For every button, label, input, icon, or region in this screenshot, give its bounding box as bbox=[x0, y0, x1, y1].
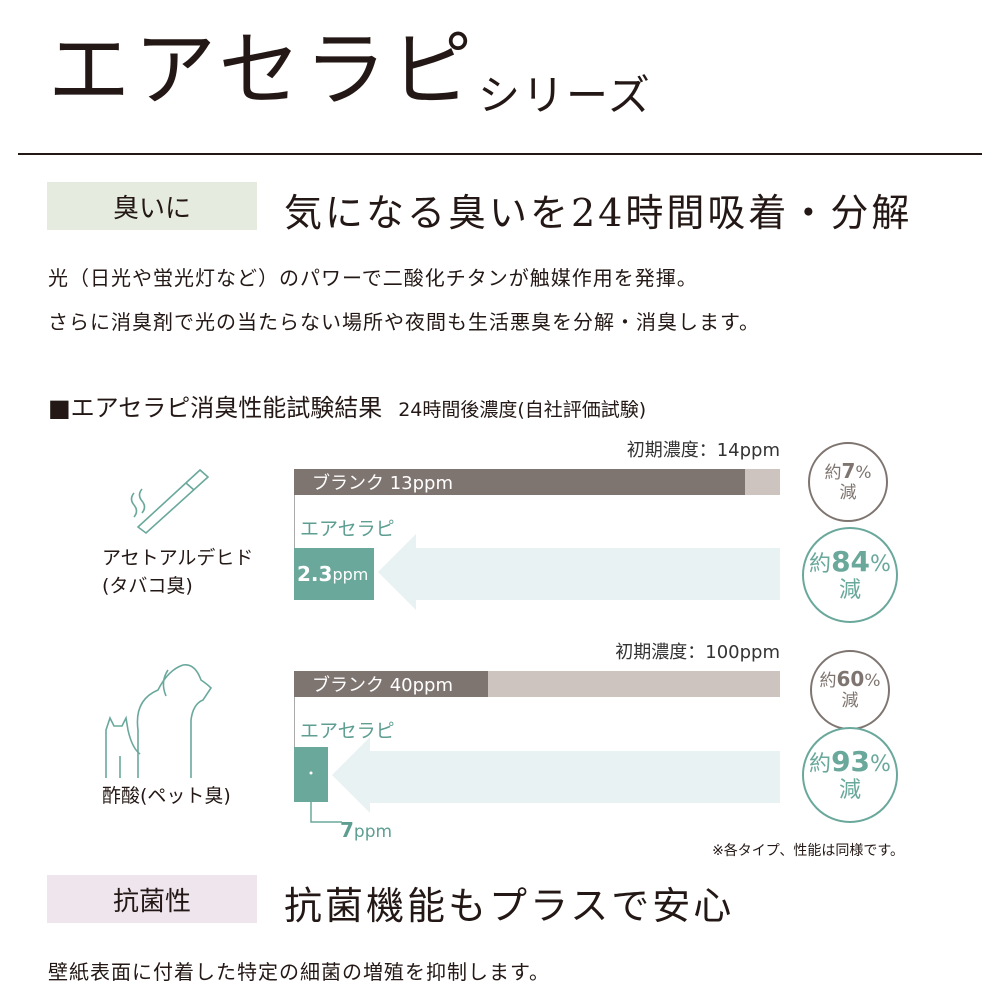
description-line: 光（日光や蛍光灯など）のパワーで二酸化チタンが触媒作用を発揮。 bbox=[48, 266, 698, 290]
section-tag-antibacterial: 抗菌性 bbox=[47, 875, 257, 923]
blank-reduction-badge: 約7% 減 bbox=[808, 442, 888, 522]
blank-bar-label: ブランク 40ppm bbox=[312, 675, 454, 696]
product-label: エアセラピ bbox=[300, 720, 395, 742]
product-value: 2.3 bbox=[297, 562, 333, 586]
gas-label-acetic-acid: 酢酸(ペット臭) bbox=[102, 781, 231, 808]
initial-concentration: 初期濃度：14ppm bbox=[626, 440, 780, 461]
blank-reduction-badge: 約60% 減 bbox=[810, 650, 890, 730]
gas-name: 酢酸 bbox=[102, 785, 141, 807]
reduction-arrow bbox=[378, 534, 780, 610]
cigarette-icon bbox=[130, 468, 210, 535]
section-heading-odor: 気になる臭いを24時間吸着・分解 bbox=[284, 191, 913, 235]
dog-cat-icon bbox=[105, 663, 213, 778]
page-title: エアセラピ bbox=[48, 23, 477, 118]
axis-line bbox=[294, 495, 295, 600]
section-heading-antibacterial: 抗菌機能もプラスで安心 bbox=[284, 884, 735, 928]
gas-note: (タバコ臭) bbox=[102, 575, 193, 597]
product-unit: ppm bbox=[332, 564, 369, 584]
test-title-text: ■エアセラピ消臭性能試験結果 bbox=[48, 394, 383, 422]
blank-bar: ブランク 40ppm bbox=[294, 671, 489, 697]
product-value-callout: 7ppm bbox=[340, 818, 393, 842]
page-subtitle: シリーズ bbox=[478, 71, 652, 120]
product-reduction-badge: 約93% 減 bbox=[802, 727, 898, 823]
odor-description: 光（日光や蛍光灯など）のパワーで二酸化チタンが触媒作用を発揮。 さらに消臭剤で光… bbox=[48, 256, 760, 344]
gas-note: (ペット臭) bbox=[140, 785, 231, 807]
divider bbox=[18, 153, 982, 155]
product-reduction-badge: 約84% 減 bbox=[802, 527, 898, 623]
test-title: ■エアセラピ消臭性能試験結果 24時間後濃度(自社評価試験) bbox=[48, 388, 646, 423]
leader-line bbox=[309, 770, 342, 823]
gas-label-acetaldehyde: アセトアルデヒド (タバコ臭) bbox=[102, 544, 253, 600]
product-label: エアセラピ bbox=[300, 518, 395, 540]
blank-bar-label: ブランク 13ppm bbox=[312, 473, 454, 494]
description-line: さらに消臭剤で光の当たらない場所や夜間も生活悪臭を分解・消臭します。 bbox=[48, 310, 760, 334]
product-bar: 2.3 ppm bbox=[294, 548, 374, 600]
initial-concentration: 初期濃度：100ppm bbox=[615, 642, 780, 663]
test-note: 24時間後濃度(自社評価試験) bbox=[398, 399, 647, 421]
reduction-arrow bbox=[332, 737, 780, 813]
footnote: ※各タイプ、性能は同様です。 bbox=[712, 843, 904, 859]
gas-name: アセトアルデヒド bbox=[102, 547, 254, 569]
antibacterial-description: 壁紙表面に付着した特定の細菌の増殖を抑制します。 bbox=[48, 960, 550, 984]
section-tag-odor: 臭いに bbox=[47, 182, 257, 230]
blank-bar: ブランク 13ppm bbox=[294, 469, 746, 495]
